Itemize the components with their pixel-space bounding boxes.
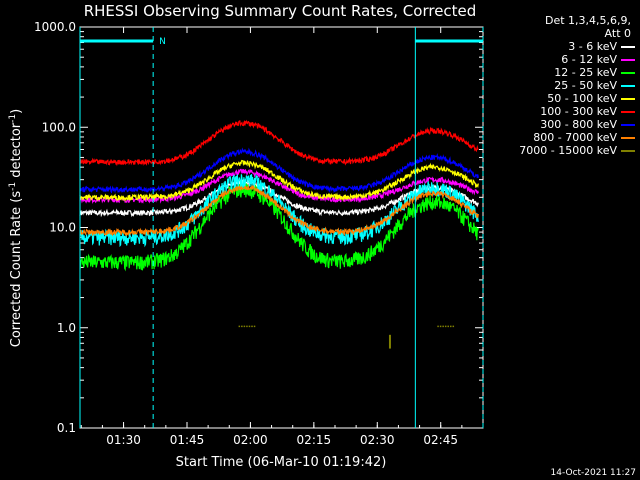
legend-entry-6: 300 - 800 keV (490, 118, 635, 131)
sparse-dot-0 (243, 325, 246, 328)
sparse-dot-1 (439, 325, 442, 328)
legend-swatch (621, 136, 635, 139)
legend-label: 25 - 50 keV (554, 79, 617, 92)
y-label-end: ) (9, 109, 24, 114)
chart-title: RHESSI Observing Summary Count Rates, Co… (84, 2, 477, 20)
sparse-dot-1 (437, 325, 439, 328)
legend-entry-3: 25 - 50 keV (490, 79, 635, 92)
sparse-dot-1 (444, 325, 447, 328)
y-tick-label-1: 1.0 (57, 321, 76, 335)
legend-label: 800 - 7000 keV (533, 131, 617, 144)
sparse-dot-0 (251, 325, 253, 328)
legend-swatch (621, 123, 635, 126)
x-tick-label-5: 02:45 (423, 433, 458, 447)
sparse-dot-1 (452, 325, 455, 328)
sparse-dot-0 (238, 325, 241, 328)
legend-swatch (621, 110, 635, 113)
sparse-dot-1 (450, 325, 452, 328)
x-axis-label: Start Time (06-Mar-10 01:19:42) (176, 455, 387, 470)
legend-label: 6 - 12 keV (561, 53, 617, 66)
legend-label: 100 - 300 keV (540, 105, 617, 118)
x-tick-label-2: 02:00 (233, 433, 268, 447)
legend-header-line-1: Det 1,3,4,5,6,9, (544, 14, 631, 27)
y-label-mid: detector (9, 122, 24, 182)
legend-swatch (621, 84, 635, 87)
x-tick-label-1: 01:45 (170, 433, 205, 447)
series-line-3 (79, 173, 479, 248)
sparse-dot-0 (246, 325, 248, 328)
sparse-dot-1 (442, 325, 444, 328)
sparse-dot-0 (248, 325, 251, 328)
sparse-dot-0 (253, 325, 256, 328)
series-line-7 (79, 184, 479, 237)
y-label-main: Corrected Count Rate (s (9, 191, 24, 348)
series-line-1 (79, 168, 479, 204)
x-tick-label-3: 02:15 (297, 433, 332, 447)
y-tick-label-4: 1000.0 (34, 20, 76, 34)
legend-entry-2: 12 - 25 keV (490, 66, 635, 79)
y-label-sup2: -1 (8, 114, 18, 123)
series-line-6 (79, 147, 479, 194)
x-tick-label-4: 02:30 (360, 433, 395, 447)
legend-swatch (621, 71, 635, 74)
y-tick-label-0: 0.1 (57, 421, 76, 435)
legend-header-line-2: Att 0 (604, 27, 631, 40)
legend-entry-0: 3 - 6 keV (490, 40, 635, 53)
legend-swatch (621, 45, 635, 48)
legend-swatch (621, 97, 635, 100)
legend-label: 50 - 100 keV (547, 92, 617, 105)
y-tick-label-3: 100.0 (42, 120, 76, 134)
legend-label: 3 - 6 keV (568, 40, 617, 53)
series-layer (79, 119, 479, 349)
legend-label: 7000 - 15000 keV (519, 144, 617, 157)
timestamp: 14-Oct-2021 11:27 (550, 468, 636, 478)
y-axis-label: Corrected Count Rate (s-1 detector-1) (8, 109, 24, 347)
annotation-layer: N (79, 27, 484, 428)
legend-label: 300 - 800 keV (540, 118, 617, 131)
night-marker: N (159, 37, 166, 47)
legend: Det 1,3,4,5,6,9, Att 0 3 - 6 keV 6 - 12 k… (490, 14, 635, 157)
series-line-5 (79, 119, 479, 167)
legend-entry-4: 50 - 100 keV (490, 92, 635, 105)
legend-swatch (621, 58, 635, 61)
axis-ticks: 01:30 01:45 02:00 02:15 02:30 02:45 0.1 1.0 10.0… (34, 20, 483, 447)
legend-entry-7: 800 - 7000 keV (490, 131, 635, 144)
legend-swatch (621, 149, 635, 152)
series-line-2 (79, 183, 479, 272)
legend-rows: 3 - 6 keV 6 - 12 keV 12 - 25 keV 25 - 50 ke… (490, 40, 635, 157)
sparse-dot-1 (447, 325, 449, 328)
legend-entry-8: 7000 - 15000 keV (490, 144, 635, 157)
legend-entry-1: 6 - 12 keV (490, 53, 635, 66)
series-line-4 (79, 159, 479, 202)
legend-label: 12 - 25 keV (554, 66, 617, 79)
sparse-dot-0 (241, 325, 243, 328)
plot-frame (79, 26, 484, 429)
x-tick-label-0: 01:30 (106, 433, 141, 447)
y-label-sup: -1 (8, 182, 18, 191)
y-tick-label-2: 10.0 (49, 221, 76, 235)
legend-entry-5: 100 - 300 keV (490, 105, 635, 118)
